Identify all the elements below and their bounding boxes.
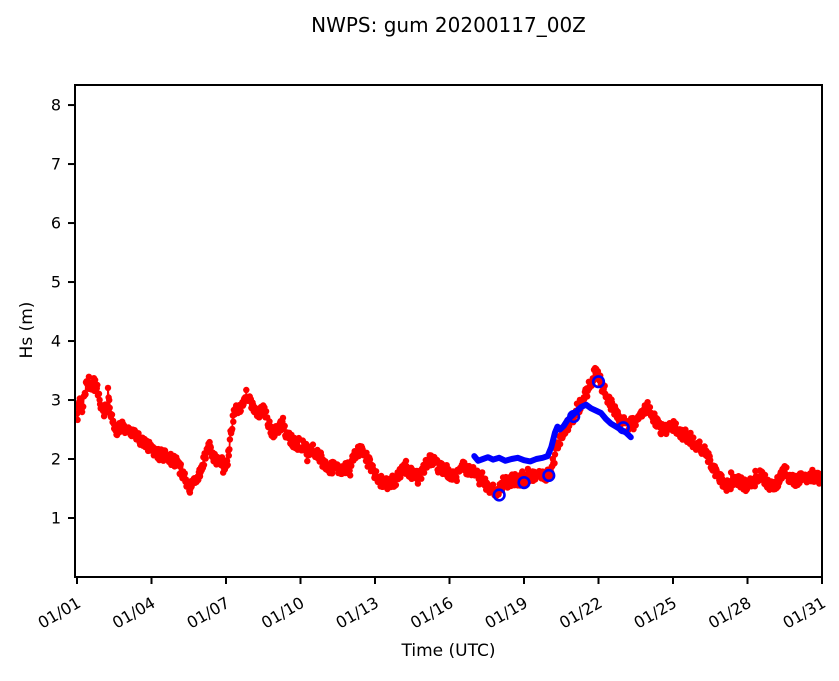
daily-00z-marker xyxy=(567,409,581,424)
x-tick-label: 01/25 xyxy=(631,593,680,633)
y-axis-ticks: 1 2 3 4 5 6 7 8 xyxy=(51,96,75,528)
y-tick-label: 4 xyxy=(51,332,61,351)
y-tick-label: 8 xyxy=(51,96,61,115)
y-tick-label: 1 xyxy=(51,509,61,528)
daily-00z-marker xyxy=(492,488,506,502)
y-tick-label: 6 xyxy=(51,214,61,233)
daily-00z-marker xyxy=(591,375,606,389)
model-forecast-series xyxy=(471,401,634,465)
x-tick-label: 01/22 xyxy=(556,593,605,633)
x-tick-label: 01/31 xyxy=(780,593,829,633)
daily-00z-marker xyxy=(616,421,630,435)
observations-series xyxy=(75,364,822,500)
x-tick-label: 01/10 xyxy=(258,593,307,633)
x-axis-label: Time (UTC) xyxy=(401,641,496,661)
daily-00z-marker xyxy=(517,476,531,490)
y-tick-label: 5 xyxy=(51,273,61,292)
x-tick-label: 01/28 xyxy=(705,593,754,633)
plot-border xyxy=(74,84,823,578)
x-tick-label: 01/01 xyxy=(35,593,84,633)
x-tick-label: 01/07 xyxy=(184,593,233,633)
x-tick-label: 01/13 xyxy=(333,593,382,633)
daily-00z-marker xyxy=(542,468,556,483)
y-tick-label: 7 xyxy=(51,155,61,174)
x-axis-ticks: 01/01 01/04 01/07 01/10 01/13 01/16 01/19 01/22… xyxy=(35,577,829,633)
daily-00z-markers xyxy=(492,375,630,502)
x-tick-label: 01/04 xyxy=(109,593,158,633)
x-tick-label: 01/19 xyxy=(482,593,531,633)
y-tick-label: 2 xyxy=(51,450,61,469)
x-tick-label: 01/16 xyxy=(407,593,456,633)
y-tick-label: 3 xyxy=(51,391,61,410)
chart-title: NWPS: gum 20200117_00Z xyxy=(311,13,586,37)
